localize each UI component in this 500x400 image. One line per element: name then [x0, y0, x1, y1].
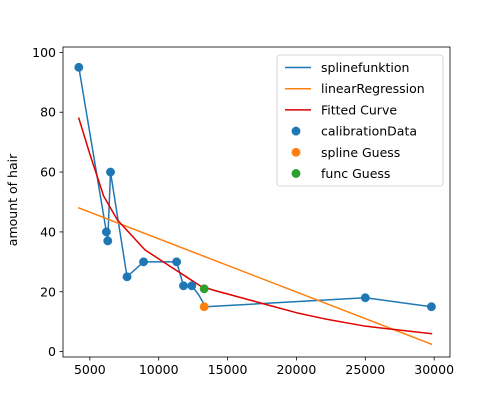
x-tick-label: 5000 [74, 362, 106, 377]
legend-swatch-calibrationData [291, 126, 301, 136]
series-line-Fitted Curve [77, 117, 433, 335]
y-tick-label: 60 [40, 165, 56, 180]
axes-frame [62, 46, 451, 358]
y-axis-label: amount of hair [5, 153, 20, 246]
legend-swatch-spline Guess [291, 147, 301, 157]
legend: splinefunktion linearRegression Fitted Cur… [276, 54, 444, 187]
y-tick-label: 0 [48, 344, 56, 359]
point-spline Guess-0 [199, 302, 209, 312]
legend-label-Fitted Curve: Fitted Curve [321, 102, 397, 117]
x-tick-label: 20000 [277, 362, 317, 377]
x-tick-label: 30000 [414, 362, 454, 377]
point-calibrationData-3 [106, 167, 115, 177]
x-tick-label: 15000 [208, 362, 248, 377]
point-calibrationData-7 [179, 281, 188, 291]
legend-box [276, 54, 444, 187]
legend-swatch-func Guess [291, 169, 301, 178]
data-layer [74, 62, 436, 346]
legend-label-splinefunktion: splinefunktion [321, 60, 409, 75]
legend-label-linearRegression: linearRegression [321, 81, 425, 96]
point-func Guess-0 [199, 284, 209, 294]
point-calibrationData-6 [172, 257, 182, 267]
y-tick-label: 100 [32, 45, 56, 60]
point-calibrationData-2 [103, 236, 113, 246]
point-calibrationData-4 [122, 272, 132, 282]
point-calibrationData-0 [74, 62, 84, 72]
x-tick-label: 25000 [345, 362, 385, 377]
legend-label-calibrationData: calibrationData [321, 124, 417, 139]
axes: 5000 10000 15000 20000 25000 30000 0 20 40 60 80 10… [32, 45, 454, 377]
legend-label-func Guess: func Guess [321, 166, 390, 181]
point-calibrationData-9 [360, 293, 370, 303]
x-tick-label: 10000 [139, 362, 179, 377]
y-tick-label: 80 [40, 105, 56, 120]
series-line-linearRegression [77, 207, 433, 346]
point-calibrationData-5 [139, 257, 149, 267]
point-calibrationData-1 [101, 227, 111, 237]
point-calibrationData-10 [426, 302, 436, 312]
y-tick-label: 40 [40, 224, 56, 239]
legend-label-spline Guess: spline Guess [321, 145, 400, 160]
plot-area [74, 62, 436, 346]
point-calibrationData-8 [187, 281, 197, 291]
y-tick-label: 20 [40, 284, 56, 299]
